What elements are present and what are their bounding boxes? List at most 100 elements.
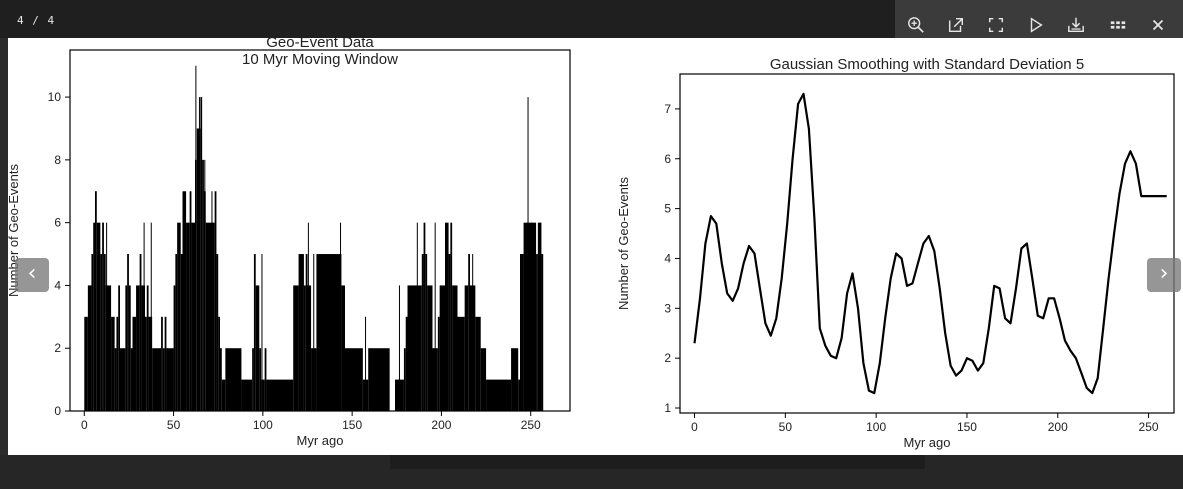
histogram-bar	[180, 254, 183, 411]
x-tick-label: 150	[342, 418, 362, 432]
histogram-bar	[152, 348, 162, 411]
histogram-bar	[139, 254, 142, 411]
histogram-bar	[305, 254, 308, 411]
histogram-bar	[541, 254, 544, 411]
histogram-bar	[162, 348, 165, 411]
histogram-bar	[345, 348, 363, 411]
histogram-bar	[189, 191, 192, 411]
y-tick-label: 7	[664, 102, 671, 116]
y-tick-label: 1	[664, 401, 671, 415]
histogram-bar	[186, 222, 190, 411]
histogram-bar	[468, 254, 470, 411]
x-tick-label: 50	[167, 418, 181, 432]
histogram-bar	[523, 222, 537, 411]
x-tick-label: 250	[521, 418, 541, 432]
histogram-bar	[518, 379, 520, 411]
histogram-bar	[537, 222, 542, 411]
play-icon[interactable]	[1023, 12, 1049, 38]
histogram-bar	[111, 316, 115, 411]
histogram-bar	[486, 379, 512, 411]
x-tick-label: 0	[81, 418, 88, 432]
thumbnail-strip	[390, 455, 925, 469]
histogram-bar	[221, 379, 226, 411]
histogram-bar	[448, 254, 451, 411]
histogram-bar	[148, 316, 153, 411]
zoom-in-icon[interactable]	[903, 12, 929, 38]
histogram-bar	[84, 316, 88, 411]
histogram-bar	[220, 348, 222, 411]
histogram-bar	[120, 348, 126, 411]
histogram-bar	[480, 348, 487, 411]
histogram-bar	[298, 254, 304, 411]
histogram-bar	[303, 285, 306, 411]
histogram-bar	[264, 348, 267, 411]
next-image-button[interactable]: ›	[1147, 258, 1181, 292]
histogram-bar	[445, 222, 449, 411]
open-external-icon[interactable]	[943, 12, 969, 38]
histogram-bar	[105, 285, 112, 411]
histogram-bar	[205, 222, 215, 411]
fullscreen-icon[interactable]	[983, 12, 1009, 38]
histogram-bar	[421, 254, 424, 411]
histogram-bar	[173, 285, 176, 411]
histogram-bar	[266, 379, 294, 411]
smoothed-series-line	[693, 92, 1167, 395]
histogram-bar	[145, 316, 147, 411]
histogram-bar	[141, 285, 145, 411]
y-tick-label: 2	[54, 341, 61, 355]
histogram-bar	[439, 285, 445, 411]
x-tick-label: 50	[779, 420, 793, 434]
histogram-bar	[218, 316, 220, 411]
download-icon[interactable]	[1063, 12, 1089, 38]
histogram-bar	[341, 285, 345, 411]
histogram-bar	[216, 254, 219, 411]
histogram-bar	[225, 348, 242, 411]
histogram-bar	[259, 348, 262, 411]
histogram-bar	[166, 348, 174, 411]
histogram-bar	[114, 348, 117, 411]
y-tick-label: 2	[664, 351, 671, 365]
histogram-bar	[146, 285, 149, 411]
histogram-bar	[130, 348, 133, 411]
histogram-bar	[136, 285, 140, 411]
histogram-bar	[475, 316, 481, 411]
histogram-bar	[293, 285, 299, 411]
histogram-bar	[450, 222, 453, 411]
histogram-bar	[175, 254, 178, 411]
histogram-bar	[164, 316, 167, 411]
histogram-bar	[405, 316, 408, 411]
previous-image-button[interactable]: ‹	[15, 258, 49, 292]
histogram-bar	[511, 348, 519, 411]
histogram-bar	[425, 254, 428, 411]
x-axis-label: Myr ago	[297, 433, 344, 448]
histogram-bar	[196, 128, 201, 411]
y-tick-label: 10	[48, 90, 62, 104]
grid-icon[interactable]	[1105, 12, 1131, 38]
histogram-bar	[437, 316, 440, 411]
plot-frame	[679, 73, 1175, 414]
close-icon[interactable]	[1145, 12, 1171, 38]
histogram-bar	[87, 285, 92, 411]
x-axis-label: Myr ago	[904, 435, 951, 450]
histogram-bar	[316, 254, 342, 411]
histogram-bar	[520, 254, 524, 411]
histogram-bar	[464, 285, 469, 411]
histogram-bar	[191, 222, 195, 411]
x-tick-label: 200	[1048, 420, 1068, 434]
histogram-bar	[255, 285, 260, 411]
histogram-bar	[214, 191, 217, 411]
histogram-bar	[452, 285, 458, 411]
image-counter: 4 / 4	[17, 14, 56, 27]
histogram-bar	[116, 316, 119, 411]
histogram-bar	[91, 254, 94, 411]
histogram-bar	[118, 285, 120, 411]
histogram-bar	[403, 348, 406, 411]
histogram-bar	[253, 254, 256, 411]
histogram-bar	[177, 222, 181, 411]
y-tick-label: 4	[664, 251, 671, 265]
x-tick-label: 200	[431, 418, 451, 432]
x-tick-label: 150	[957, 420, 977, 434]
